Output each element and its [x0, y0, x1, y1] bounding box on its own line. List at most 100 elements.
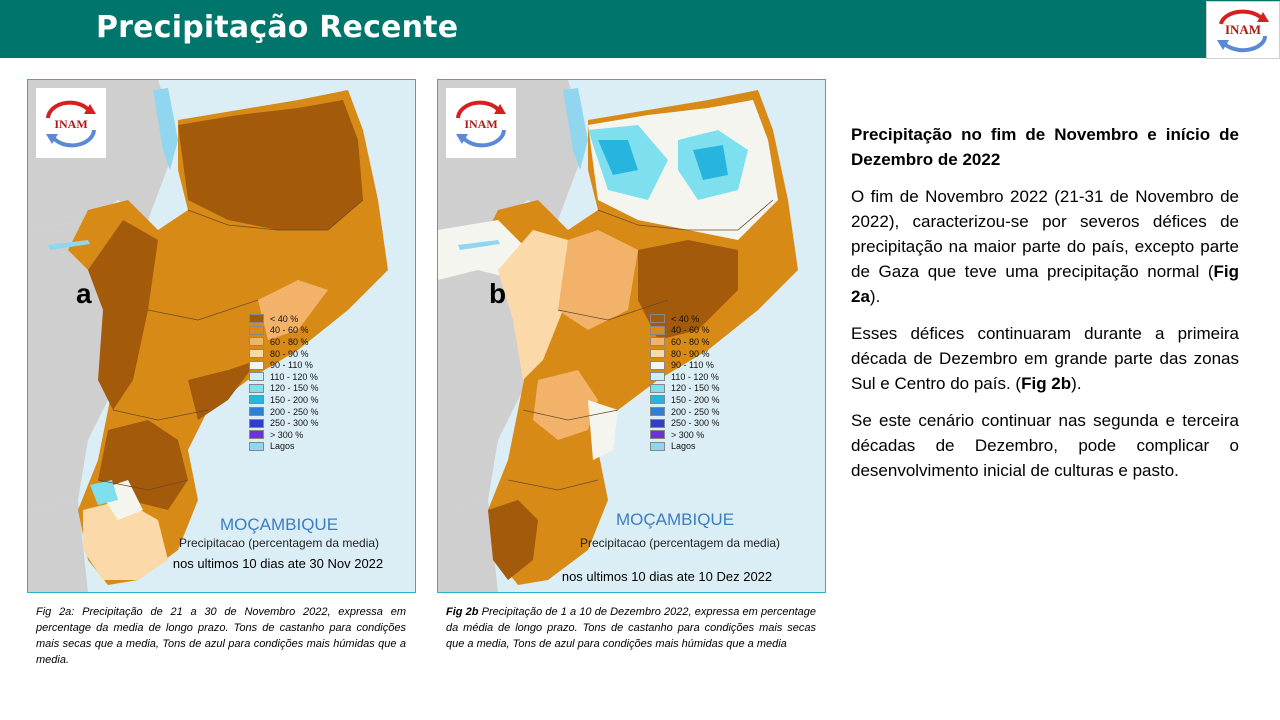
legend-row: 110 - 120 %: [249, 371, 319, 383]
legend-row: 250 - 300 %: [249, 417, 319, 429]
legend-row: 60 - 80 %: [650, 336, 720, 348]
legend-row: > 300 %: [650, 429, 720, 441]
map-panel-a: INAM a < 40 % 40 - 60 % 60 - 80 % 80 - 9…: [27, 79, 416, 593]
legend-label: 200 - 250 %: [671, 406, 720, 417]
legend-swatch: [249, 349, 264, 359]
legend-label: Lagos: [671, 441, 696, 452]
legend-row: > 300 %: [249, 429, 319, 441]
logo-arrows-icon: [46, 100, 96, 148]
legend-row: Lagos: [249, 441, 319, 453]
legend-label: 80 - 90 %: [270, 348, 309, 359]
legend-label: 40 - 60 %: [270, 325, 309, 336]
legend-swatch: [650, 407, 665, 417]
legend-row: 120 - 150 %: [650, 383, 720, 395]
legend-label: 90 - 110 %: [270, 360, 313, 371]
legend-swatch: [650, 325, 665, 335]
caption-fig-2a: Fig 2a: Precipitação de 21 a 30 de Novem…: [36, 604, 406, 668]
legend-swatch: [249, 418, 264, 428]
map-b-graphic: [438, 80, 798, 592]
legend-row: 120 - 150 %: [249, 383, 319, 395]
legend-label: 120 - 150 %: [671, 383, 720, 394]
legend-row: 60 - 80 %: [249, 336, 319, 348]
legend-row: 90 - 110 %: [249, 359, 319, 371]
legend-swatch: [249, 325, 264, 335]
legend-row: Lagos: [650, 441, 720, 453]
legend-swatch: [650, 360, 665, 370]
header-bar: Precipitação Recente INAM: [0, 0, 1280, 59]
legend-label: > 300 %: [270, 429, 304, 440]
legend-swatch: [650, 337, 665, 347]
legend-swatch: [249, 395, 264, 405]
map-a-period: nos ultimos 10 dias ate 30 Nov 2022: [172, 556, 384, 571]
description-paragraph-3: Se este cenário continuar nas segunda e …: [851, 411, 1239, 480]
legend-label: 120 - 150 %: [270, 383, 319, 394]
p2-text: Esses défices continuaram durante a prim…: [851, 324, 1239, 393]
legend-row: < 40 %: [650, 313, 720, 325]
legend-label: 250 - 300 %: [671, 418, 720, 429]
map-b-logo-label: INAM: [464, 117, 498, 131]
legend-label: 60 - 80 %: [270, 336, 309, 347]
legend-label: 110 - 120 %: [270, 371, 318, 382]
legend-swatch: [650, 395, 665, 405]
map-b-period: nos ultimos 10 dias ate 10 Dez 2022: [561, 569, 773, 584]
legend-label: < 40 %: [270, 313, 299, 324]
legend-row: 200 - 250 %: [650, 406, 720, 418]
legend-row: 150 - 200 %: [650, 394, 720, 406]
caption-a-text: Precipitação de 21 a 30 de Novembro 2022…: [36, 606, 406, 666]
map-a-subtitle: Precipitacao (percentagem da media): [178, 536, 380, 550]
map-a-legend: < 40 % 40 - 60 % 60 - 80 % 80 - 90 % 90 …: [249, 313, 319, 452]
legend-row: 200 - 250 %: [249, 406, 319, 418]
legend-label: > 300 %: [671, 429, 705, 440]
legend-swatch: [650, 314, 665, 324]
logo-arrows-icon: [1217, 9, 1269, 53]
legend-label: 150 - 200 %: [270, 394, 319, 405]
p1-fig-ref: Fig 2a: [851, 262, 1239, 306]
map-a-logo-label: INAM: [54, 117, 88, 131]
legend-swatch: [249, 430, 264, 440]
caption-fig-2b: Fig 2b Precipitação de 1 a 10 de Dezembr…: [446, 604, 816, 652]
map-panel-b: INAM b < 40 % 40 - 60 % 60 - 80 % 80 - 9…: [437, 79, 826, 593]
legend-row: 150 - 200 %: [249, 394, 319, 406]
map-b-logo: INAM: [446, 88, 516, 158]
legend-label: 150 - 200 %: [671, 394, 720, 405]
legend-row: 250 - 300 %: [650, 417, 720, 429]
legend-row: 80 - 90 %: [650, 348, 720, 360]
map-b-country-label: MOÇAMBIQUE: [615, 510, 735, 529]
map-b-legend: < 40 % 40 - 60 % 60 - 80 % 80 - 90 % 90 …: [650, 313, 720, 452]
map-a-country-label: MOÇAMBIQUE: [219, 515, 339, 534]
p1-end: ).: [869, 287, 881, 306]
legend-label: 40 - 60 %: [671, 325, 710, 336]
p2-fig-ref: Fig 2b: [1021, 374, 1072, 393]
caption-a-label: Fig 2a:: [36, 606, 75, 618]
legend-row: 40 - 60 %: [650, 325, 720, 337]
legend-swatch: [249, 383, 264, 393]
logo-arrows-icon: [456, 100, 506, 148]
legend-label: 80 - 90 %: [671, 348, 710, 359]
description-paragraph-2: Esses défices continuaram durante a prim…: [851, 321, 1239, 396]
legend-label: Lagos: [270, 441, 295, 452]
description-heading: Precipitação no fim de Novembro e início…: [851, 125, 1239, 169]
description-paragraph-1: O fim de Novembro 2022 (21-31 de Novembr…: [851, 184, 1239, 309]
page-title: Precipitação Recente: [96, 10, 459, 45]
legend-row: 110 - 120 %: [650, 371, 720, 383]
map-a-graphic: [28, 80, 388, 592]
legend-swatch: [249, 407, 264, 417]
legend-swatch: [249, 314, 264, 324]
p1-text: O fim de Novembro 2022 (21-31 de Novembr…: [851, 187, 1239, 281]
legend-swatch: [650, 418, 665, 428]
legend-row: 90 - 110 %: [650, 359, 720, 371]
legend-swatch: [249, 337, 264, 347]
map-b-subtitle: Precipitacao (percentagem da media): [579, 536, 781, 550]
legend-label: 250 - 300 %: [270, 418, 319, 429]
legend-label: 90 - 110 %: [671, 360, 714, 371]
caption-b-label: Fig 2b: [446, 606, 479, 618]
p2-end: ).: [1071, 374, 1082, 393]
map-b-letter: b: [489, 278, 507, 309]
legend-row: 80 - 90 %: [249, 348, 319, 360]
legend-swatch: [249, 360, 264, 370]
legend-row: < 40 %: [249, 313, 319, 325]
legend-label: 200 - 250 %: [270, 406, 319, 417]
map-a-letter: a: [76, 278, 92, 309]
legend-swatch: [650, 372, 665, 382]
legend-row: 40 - 60 %: [249, 325, 319, 337]
